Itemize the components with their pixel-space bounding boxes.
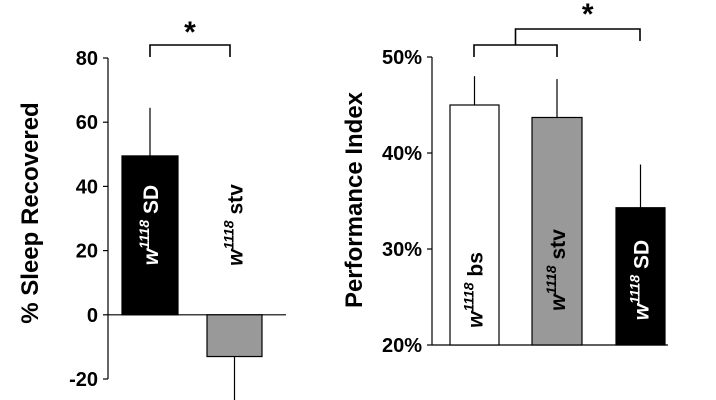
y-axis-label: Performance Index bbox=[341, 91, 368, 308]
y-tick-label: -20 bbox=[69, 369, 98, 391]
bar-label-base: w bbox=[631, 302, 654, 320]
bar-label-suffix: stv bbox=[225, 184, 248, 221]
y-tick-label: 0 bbox=[87, 305, 98, 327]
bar bbox=[449, 104, 500, 346]
significance-bracket bbox=[514, 28, 641, 45]
bar-label-suffix: stv bbox=[547, 229, 570, 266]
bar-label: w1118 SD bbox=[136, 185, 163, 265]
bar-label-superscript: 1118 bbox=[136, 220, 152, 249]
bar bbox=[121, 155, 179, 316]
y-tick-label: 80 bbox=[76, 48, 98, 70]
bar-label-base: w bbox=[140, 247, 163, 265]
bar-label: w1118 stv bbox=[543, 229, 570, 311]
y-tick-label: 50% bbox=[382, 47, 422, 69]
y-tick-label: 30% bbox=[382, 239, 422, 261]
significance-star: * bbox=[582, 0, 594, 31]
bar bbox=[206, 314, 263, 358]
y-tick-label: 40 bbox=[76, 176, 98, 198]
bar bbox=[615, 207, 666, 346]
bar-label: w1118 SD bbox=[627, 240, 654, 320]
y-tick-label: 20 bbox=[76, 241, 98, 263]
group-bracket bbox=[473, 44, 558, 57]
bar-label-suffix: SD bbox=[140, 185, 163, 220]
y-tick-label: 60 bbox=[76, 112, 98, 134]
y-tick-label: 40% bbox=[382, 143, 422, 165]
bar-label-suffix: SD bbox=[631, 240, 654, 275]
bar-label-superscript: 1118 bbox=[543, 265, 559, 294]
bar bbox=[531, 116, 583, 346]
bar-label-superscript: 1118 bbox=[627, 275, 643, 304]
bar-label: w1118 bs bbox=[461, 252, 488, 328]
bar-label-superscript: 1118 bbox=[221, 220, 237, 249]
bar-label-base: w bbox=[465, 310, 488, 328]
bar-label-base: w bbox=[547, 293, 570, 311]
bar-label: w1118 stv bbox=[221, 184, 248, 266]
y-axis-label: % Sleep Recovered bbox=[17, 102, 44, 323]
significance-bracket bbox=[149, 44, 231, 57]
significance-star: * bbox=[184, 16, 196, 49]
y-tick-label: 20% bbox=[382, 335, 422, 357]
bar-label-suffix: bs bbox=[465, 252, 488, 282]
bar-label-superscript: 1118 bbox=[461, 282, 477, 311]
bar-label-base: w bbox=[225, 248, 248, 266]
